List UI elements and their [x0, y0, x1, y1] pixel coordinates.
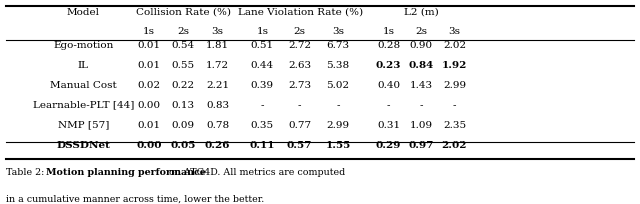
- Text: 2.35: 2.35: [443, 121, 466, 130]
- Text: 0.57: 0.57: [287, 141, 312, 150]
- Text: in a cumulative manner across time, lower the better.: in a cumulative manner across time, lowe…: [6, 194, 265, 203]
- Text: 5.38: 5.38: [326, 61, 349, 70]
- Text: Ego-motion: Ego-motion: [53, 41, 113, 50]
- Text: Model: Model: [67, 8, 100, 17]
- Text: -: -: [298, 101, 301, 110]
- Text: 3s: 3s: [332, 27, 344, 36]
- Text: 0.09: 0.09: [172, 121, 195, 130]
- Text: 0.02: 0.02: [138, 81, 161, 90]
- Text: 3s: 3s: [212, 27, 223, 36]
- Text: 1s: 1s: [143, 27, 155, 36]
- Text: 0.28: 0.28: [377, 41, 400, 50]
- Text: 6.73: 6.73: [326, 41, 349, 50]
- Text: 1s: 1s: [383, 27, 394, 36]
- Text: 0.26: 0.26: [205, 141, 230, 150]
- Text: 0.22: 0.22: [172, 81, 195, 90]
- Text: 0.39: 0.39: [251, 81, 274, 90]
- Text: 0.11: 0.11: [250, 141, 275, 150]
- Text: 5.02: 5.02: [326, 81, 349, 90]
- Text: on ATG4D. All metrics are computed: on ATG4D. All metrics are computed: [166, 168, 346, 177]
- Text: 1s: 1s: [257, 27, 268, 36]
- Text: 0.35: 0.35: [251, 121, 274, 130]
- Text: 2.72: 2.72: [288, 41, 311, 50]
- Text: 0.97: 0.97: [408, 141, 434, 150]
- Text: 2.02: 2.02: [442, 141, 467, 150]
- Text: 2.73: 2.73: [288, 81, 311, 90]
- Text: 0.01: 0.01: [138, 41, 161, 50]
- Text: L2 (m): L2 (m): [404, 8, 439, 17]
- Text: 1.81: 1.81: [206, 41, 229, 50]
- Text: 2.99: 2.99: [443, 81, 466, 90]
- Text: 0.78: 0.78: [206, 121, 229, 130]
- Text: 0.55: 0.55: [172, 61, 195, 70]
- Text: 0.01: 0.01: [138, 121, 161, 130]
- Text: -: -: [419, 101, 423, 110]
- Text: 0.29: 0.29: [376, 141, 401, 150]
- Text: 0.13: 0.13: [172, 101, 195, 110]
- Text: -: -: [260, 101, 264, 110]
- Text: Learnable-PLT [44]: Learnable-PLT [44]: [33, 101, 134, 110]
- Text: 3s: 3s: [449, 27, 460, 36]
- Text: Table 2:: Table 2:: [6, 168, 48, 177]
- Text: 0.40: 0.40: [377, 81, 400, 90]
- Text: NMP [57]: NMP [57]: [58, 121, 109, 130]
- Text: Manual Cost: Manual Cost: [50, 81, 116, 90]
- Text: 2.02: 2.02: [443, 41, 466, 50]
- Text: 0.54: 0.54: [172, 41, 195, 50]
- Text: -: -: [387, 101, 390, 110]
- Text: IL: IL: [77, 61, 89, 70]
- Text: 2s: 2s: [415, 27, 427, 36]
- Text: 0.44: 0.44: [251, 61, 274, 70]
- Text: 1.92: 1.92: [442, 61, 467, 70]
- Text: 0.51: 0.51: [251, 41, 274, 50]
- Text: Motion planning performance: Motion planning performance: [46, 168, 206, 177]
- Text: 0.84: 0.84: [408, 61, 434, 70]
- Text: 0.00: 0.00: [136, 141, 162, 150]
- Text: 2.63: 2.63: [288, 61, 311, 70]
- Text: 1.55: 1.55: [325, 141, 351, 150]
- Text: 0.23: 0.23: [376, 61, 401, 70]
- Text: 0.31: 0.31: [377, 121, 400, 130]
- Text: 0.00: 0.00: [138, 101, 161, 110]
- Text: 0.90: 0.90: [410, 41, 433, 50]
- Text: 2.21: 2.21: [206, 81, 229, 90]
- Text: 2s: 2s: [177, 27, 189, 36]
- Text: 1.09: 1.09: [410, 121, 433, 130]
- Text: 0.05: 0.05: [170, 141, 196, 150]
- Text: -: -: [336, 101, 340, 110]
- Text: 2s: 2s: [294, 27, 305, 36]
- Text: -: -: [452, 101, 456, 110]
- Text: 0.01: 0.01: [138, 61, 161, 70]
- Text: 0.77: 0.77: [288, 121, 311, 130]
- Text: 1.43: 1.43: [410, 81, 433, 90]
- Text: Collision Rate (%): Collision Rate (%): [136, 8, 231, 17]
- Text: 0.83: 0.83: [206, 101, 229, 110]
- Text: 2.99: 2.99: [326, 121, 349, 130]
- Text: Lane Violation Rate (%): Lane Violation Rate (%): [237, 8, 363, 17]
- Text: 1.72: 1.72: [206, 61, 229, 70]
- Text: DSSDNet: DSSDNet: [56, 141, 110, 150]
